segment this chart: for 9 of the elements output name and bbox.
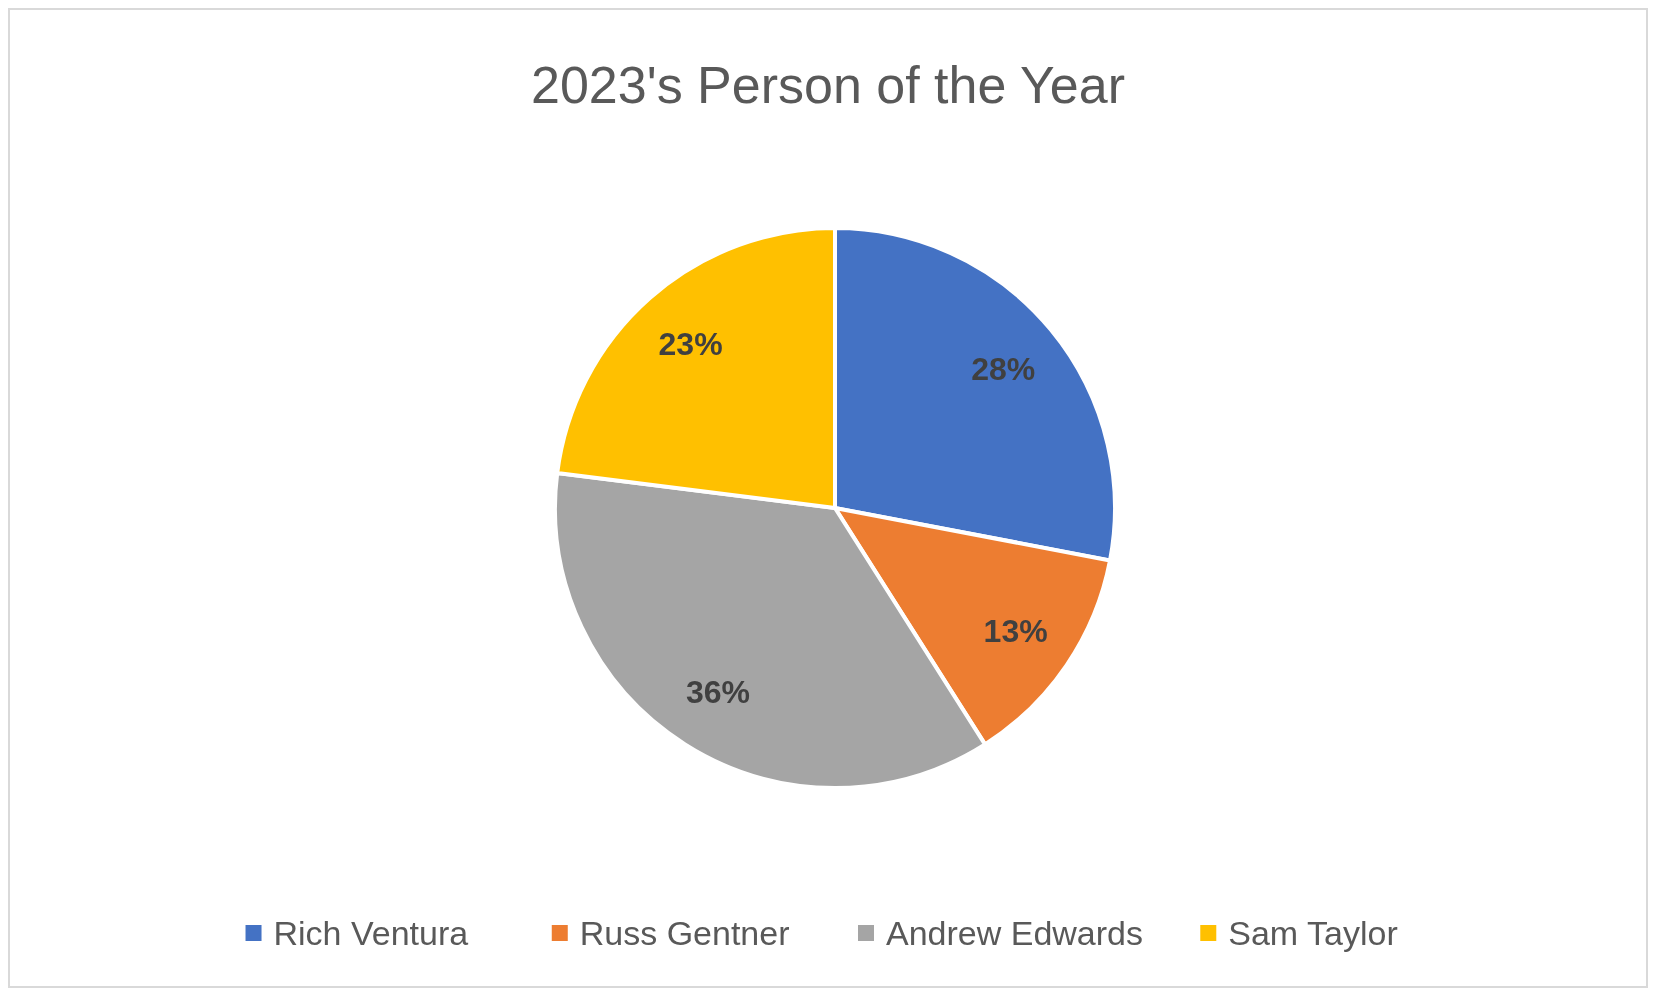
legend-label: Sam Taylor bbox=[1228, 914, 1398, 952]
data-label: 13% bbox=[983, 612, 1048, 649]
data-label: 28% bbox=[971, 350, 1036, 387]
legend-label: Rich Ventura bbox=[273, 914, 469, 952]
data-label: 36% bbox=[685, 674, 750, 711]
data-label: 23% bbox=[658, 326, 723, 363]
chart-title: 2023's Person of the Year bbox=[531, 56, 1125, 114]
legend-label: Russ Gentner bbox=[579, 914, 790, 952]
legend-label: Andrew Edwards bbox=[886, 914, 1144, 952]
